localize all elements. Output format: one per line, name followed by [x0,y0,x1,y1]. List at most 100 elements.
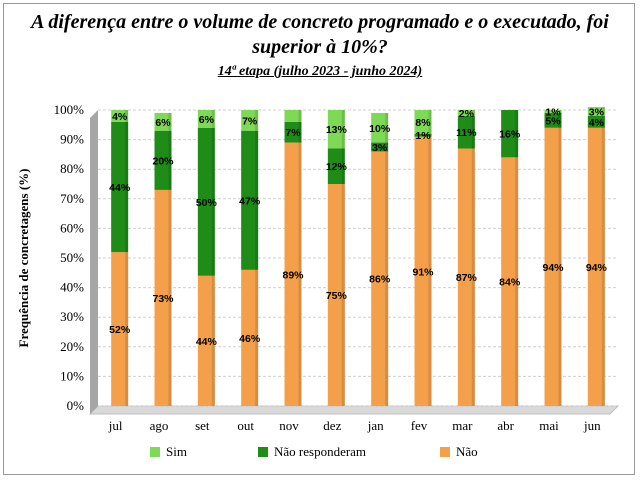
bar-sim-mai [544,110,562,113]
bar-sim-out [241,110,259,131]
legend-label-nao-responderam: Não responderam [274,444,367,459]
data-label-nao-responderam-ago: 20% [152,155,174,167]
bar-nao-responderam-jul [111,121,129,253]
bar-shade-abr [515,110,519,406]
bar-nao-abr [501,157,519,406]
bar-shade-dez [341,110,345,406]
chart-subtitle: 14ª etapa (julho 2023 - junho 2024) [217,64,423,79]
data-label-sim-dez: 13% [326,124,348,136]
x-tick-label-abr: abr [497,418,514,433]
bar-sim-jul [111,110,129,122]
bar-sim-set [197,110,215,128]
bar-shade-mar [471,110,475,406]
bar-shade-ago [168,112,172,407]
data-label-nao-jan: 86% [369,274,391,286]
data-label-nao-responderam-mai: 5% [545,115,561,127]
x-tick-label-jul: jul [108,418,123,433]
bar-nao-mai [544,127,562,406]
data-label-nao-dez: 75% [326,290,348,302]
chart-title-line-2: superior à 10%? [252,36,388,58]
y-tick-label: 40% [60,280,84,295]
data-label-nao-responderam-mar: 11% [456,127,477,139]
data-label-sim-jul: 4% [112,111,128,123]
data-label-nao-responderam-fev: 1% [415,130,431,142]
x-tick-label-fev: fev [411,418,428,433]
data-label-nao-responderam-set: 50% [196,197,218,209]
y-tick-label: 0% [67,398,85,413]
data-label-nao-responderam-jul: 44% [109,182,131,194]
bar-nao-responderam-set [197,127,215,276]
y-tick-label: 80% [60,161,84,176]
data-label-nao-mai: 94% [542,262,564,274]
bar-shade-jul [125,110,129,406]
data-label-nao-fev: 91% [412,266,434,278]
bar-shade-nov [298,110,302,406]
data-label-nao-responderam-jun: 4% [589,117,605,129]
x-tick-label-nov: nov [279,418,299,433]
bar-sim-dez [327,110,345,149]
x-tick-label-jan: jan [367,418,384,433]
bar-sim-mar [457,110,475,116]
bar-nao-dez [327,184,345,406]
bar-sim-ago [154,112,172,131]
data-label-sim-set: 6% [199,114,215,126]
x-tick-label-set: set [195,418,210,433]
chart-floor [88,405,620,415]
x-tick-label-dez: dez [323,418,341,433]
x-tick-label-mai: mai [539,418,559,433]
legend: Sim Não responderam Não [0,444,640,464]
data-label-sim-fev: 8% [415,117,431,129]
y-tick-label: 100% [54,102,85,117]
y-tick-label: 10% [60,368,84,383]
bar-shade-out [255,110,259,406]
bar-nao-jun [587,127,605,406]
bar-nao-jan [371,151,389,406]
data-label-sim-jan: 10% [369,123,391,135]
data-label-sim-ago: 6% [155,117,171,129]
data-label-sim-out: 7% [242,115,258,127]
legend-label-nao: Não [456,444,478,459]
legend-swatch-nao [440,447,450,457]
bar-sim-nov [284,110,302,122]
legend-item-nao: Não [440,444,478,460]
bar-nao-responderam-jan [371,142,389,152]
x-tick-label-ago: ago [150,418,169,433]
bar-nao-ago [154,189,172,406]
y-tick-label: 60% [60,220,84,235]
bar-nao-responderam-nov [284,121,302,143]
legend-label-sim: Sim [166,444,187,459]
bar-nao-responderam-ago [154,130,172,190]
data-label-nao-nov: 89% [282,269,304,281]
bar-nao-set [197,275,215,406]
bar-shade-set [211,110,215,406]
x-tick-label-mar: mar [452,418,473,433]
y-tick-label: 20% [60,339,84,354]
data-label-nao-mar: 87% [456,272,478,284]
data-label-sim-mar: 2% [459,108,475,120]
bar-nao-out [241,269,259,406]
bar-sim-jan [371,112,389,143]
bar-shade-mai [558,110,562,406]
bar-nao-responderam-mar [457,115,475,149]
bar-nao-responderam-dez [327,148,345,184]
bar-nao-responderam-jun [587,115,605,128]
data-label-nao-responderam-dez: 12% [326,161,348,173]
data-label-nao-abr: 84% [499,277,521,289]
legend-swatch-nao-responderam [258,447,268,457]
legend-swatch-sim [150,447,160,457]
y-tick-label: 90% [60,132,84,147]
data-label-nao-ago: 73% [152,293,174,305]
legend-item-nao-responderam: Não responderam [258,444,366,460]
chart-side-wall [90,110,98,414]
bar-shade-fev [428,110,432,406]
x-tick-label-jun: jun [583,418,601,433]
bar-sim-jun [587,107,605,116]
data-label-nao-responderam-jan: 3% [372,142,388,154]
x-tick-label-out: out [237,418,254,433]
y-tick-label: 30% [60,309,84,324]
chart-title-line-1: A diferença entre o volume de concreto p… [31,11,609,33]
data-label-nao-jun: 94% [586,262,608,274]
chart-title: A diferença entre o volume de concreto p… [0,10,640,60]
data-label-nao-out: 46% [239,333,261,345]
bar-nao-fev [414,136,432,406]
